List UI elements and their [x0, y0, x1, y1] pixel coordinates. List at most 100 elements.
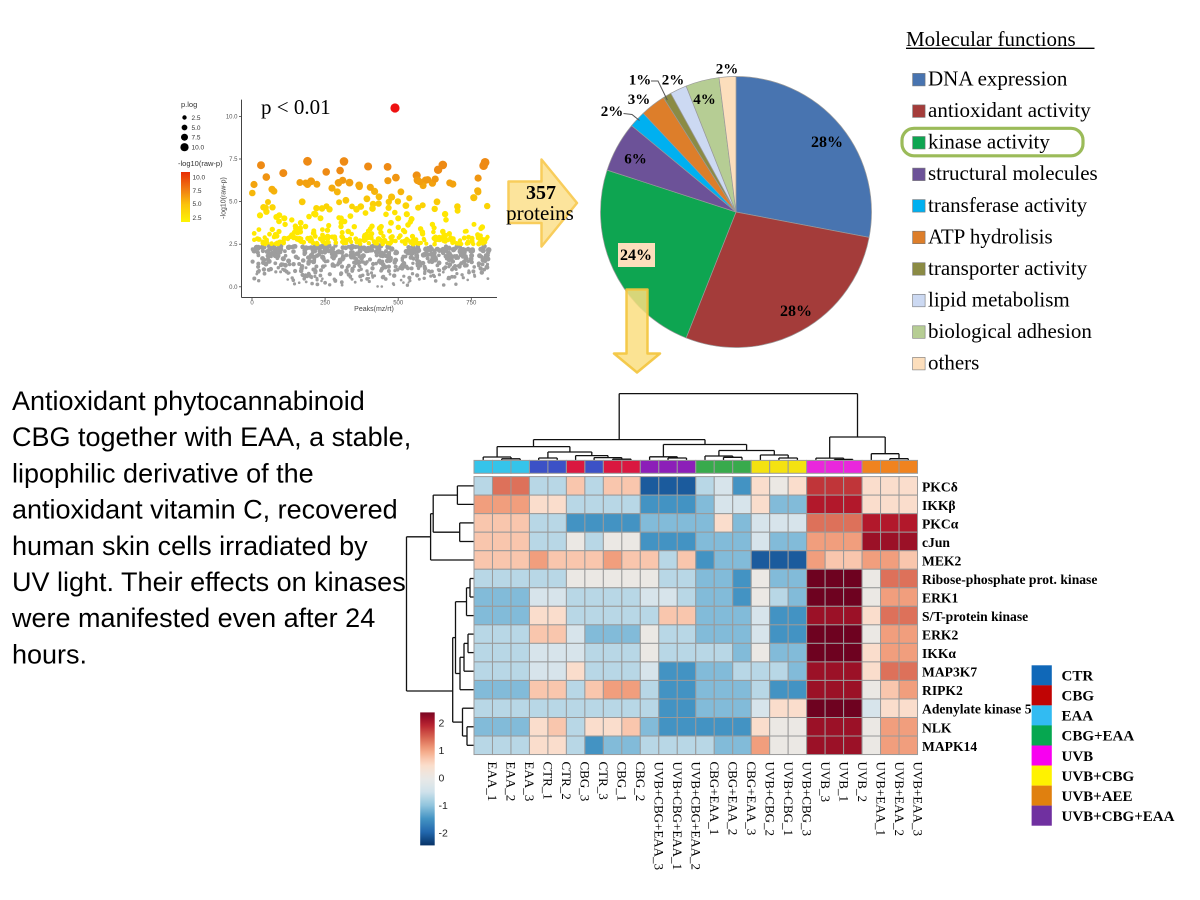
svg-text:CTR_1: CTR_1: [541, 762, 556, 800]
svg-text:RIPK2: RIPK2: [922, 683, 963, 698]
svg-text:Adenylate kinase 5: Adenylate kinase 5: [922, 702, 1032, 717]
svg-text:7.5: 7.5: [193, 188, 202, 195]
svg-text:lipid metabolism: lipid metabolism: [928, 288, 1070, 312]
svg-text:UVB_2: UVB_2: [855, 762, 870, 802]
svg-text:S/T-protein kinase: S/T-protein kinase: [922, 609, 1028, 624]
svg-text:UV light. Their effects on kin: UV light. Their effects on kinases: [12, 567, 406, 597]
svg-text:7.5: 7.5: [192, 135, 201, 142]
svg-text:UVB+CBG+EAA_3: UVB+CBG+EAA_3: [652, 762, 667, 871]
svg-text:2.5: 2.5: [192, 115, 201, 122]
svg-text:UVB+EAA_2: UVB+EAA_2: [892, 762, 907, 837]
svg-text:CBG+EAA_1: CBG+EAA_1: [707, 762, 722, 836]
svg-text:3%: 3%: [628, 92, 651, 108]
svg-text:PKCα: PKCα: [922, 516, 959, 531]
svg-text:structural molecules: structural molecules: [928, 161, 1098, 185]
svg-text:2.5: 2.5: [229, 242, 238, 248]
svg-text:human skin cells irradiated by: human skin cells irradiated by: [12, 531, 368, 561]
svg-text:CBG_2: CBG_2: [633, 762, 648, 802]
svg-text:Peaks(mz/rt): Peaks(mz/rt): [354, 306, 394, 313]
svg-text:UVB+CBG+EAA_1: UVB+CBG+EAA_1: [670, 762, 685, 871]
svg-text:10.0: 10.0: [192, 145, 205, 152]
svg-text:IKKβ: IKKβ: [922, 498, 956, 513]
svg-text:357: 357: [526, 182, 556, 204]
svg-text:transporter activity: transporter activity: [928, 256, 1088, 280]
svg-text:UVB+CBG: UVB+CBG: [1062, 769, 1135, 785]
svg-text:transferase activity: transferase activity: [928, 193, 1088, 217]
svg-text:CBG+EAA: CBG+EAA: [1062, 729, 1135, 745]
svg-text:EAA: EAA: [1062, 709, 1094, 725]
svg-text:NLK: NLK: [922, 720, 952, 735]
svg-text:others: others: [928, 351, 979, 375]
svg-text:UVB+EAA_1: UVB+EAA_1: [873, 762, 888, 837]
svg-text:-log10(raw-p): -log10(raw-p): [221, 177, 228, 219]
svg-text:CBG_1: CBG_1: [615, 762, 630, 802]
svg-text:MEK2: MEK2: [922, 554, 961, 569]
svg-text:UVB: UVB: [1062, 749, 1094, 765]
svg-text:p < 0.01: p < 0.01: [261, 95, 331, 119]
svg-text:ERK1: ERK1: [922, 591, 958, 606]
svg-text:cJun: cJun: [922, 535, 950, 550]
svg-text:0.0: 0.0: [229, 285, 238, 291]
svg-text:UVB+EAA_3: UVB+EAA_3: [910, 762, 925, 837]
svg-text:2.5: 2.5: [193, 215, 202, 222]
svg-text:ATP hydrolisis: ATP hydrolisis: [928, 224, 1053, 248]
svg-text:5.0: 5.0: [229, 200, 238, 206]
svg-text:hours.: hours.: [12, 639, 87, 669]
svg-text:CBG_3: CBG_3: [578, 762, 593, 802]
svg-text:CBG: CBG: [1062, 689, 1095, 705]
svg-text:1%: 1%: [629, 73, 652, 89]
svg-text:-1: -1: [439, 800, 448, 812]
svg-text:UVB+CBG_2: UVB+CBG_2: [762, 762, 777, 837]
svg-text:5.0: 5.0: [192, 125, 201, 132]
svg-text:750: 750: [466, 301, 477, 307]
svg-text:IKKα: IKKα: [922, 646, 956, 661]
svg-text:ERK2: ERK2: [922, 628, 958, 643]
svg-text:proteins: proteins: [506, 201, 574, 225]
svg-text:1: 1: [439, 745, 445, 757]
svg-text:Molecular functions: Molecular functions: [906, 27, 1076, 51]
svg-text:PKCδ: PKCδ: [922, 479, 958, 494]
svg-text:p.log: p.log: [181, 100, 197, 109]
svg-text:MAP3K7: MAP3K7: [922, 665, 977, 680]
svg-text:EAA_1: EAA_1: [485, 762, 500, 802]
svg-text:CBG+EAA_3: CBG+EAA_3: [744, 762, 759, 836]
svg-text:10.0: 10.0: [193, 174, 206, 181]
svg-text:CTR_3: CTR_3: [596, 762, 611, 800]
svg-text:CBG together with EAA, a stabl: CBG together with EAA, a stable,: [12, 422, 411, 452]
svg-text:24%: 24%: [620, 247, 652, 264]
svg-text:CTR: CTR: [1062, 669, 1094, 685]
svg-text:UVB+CBG+EAA_2: UVB+CBG+EAA_2: [689, 762, 704, 871]
svg-text:-log10(raw-p): -log10(raw-p): [178, 159, 223, 168]
svg-text:UVB+CBG_1: UVB+CBG_1: [781, 762, 796, 837]
svg-text:-2: -2: [439, 827, 448, 839]
svg-text:28%: 28%: [811, 134, 843, 151]
svg-text:EAA_3: EAA_3: [522, 762, 537, 802]
svg-text:lipophilic derivative of the: lipophilic derivative of the: [12, 458, 314, 488]
svg-text:CBG+EAA_2: CBG+EAA_2: [726, 762, 741, 836]
svg-text:biological adhesion: biological adhesion: [928, 319, 1092, 343]
svg-text:EAA_2: EAA_2: [504, 762, 519, 802]
svg-text:2%: 2%: [601, 104, 624, 120]
svg-text:500: 500: [393, 301, 404, 307]
svg-text:antioxidant vitamin C, recover: antioxidant vitamin C, recovered: [12, 495, 398, 525]
svg-text:5.0: 5.0: [193, 201, 202, 208]
svg-text:2: 2: [439, 718, 445, 730]
svg-text:UVB_1: UVB_1: [836, 762, 851, 802]
svg-text:kinase activity: kinase activity: [928, 130, 1050, 154]
svg-text:2%: 2%: [716, 62, 739, 78]
svg-text:UVB+CBG+EAA: UVB+CBG+EAA: [1062, 809, 1175, 825]
svg-text:2%: 2%: [662, 73, 685, 89]
svg-text:UVB+AEE: UVB+AEE: [1062, 789, 1133, 805]
svg-text:28%: 28%: [780, 303, 812, 320]
svg-text:UVB_3: UVB_3: [818, 762, 833, 802]
svg-text:0: 0: [439, 773, 445, 785]
svg-text:10.0: 10.0: [226, 114, 238, 120]
svg-text:Antioxidant phytocannabinoid: Antioxidant phytocannabinoid: [12, 386, 365, 416]
svg-text:7.5: 7.5: [229, 157, 238, 163]
svg-text:0: 0: [250, 301, 254, 307]
svg-text:250: 250: [320, 301, 331, 307]
svg-text:CTR_2: CTR_2: [559, 762, 574, 800]
svg-text:DNA expression: DNA expression: [928, 67, 1068, 91]
svg-text:6%: 6%: [624, 152, 647, 168]
svg-text:were manifested even after 24: were manifested even after 24: [11, 603, 375, 633]
